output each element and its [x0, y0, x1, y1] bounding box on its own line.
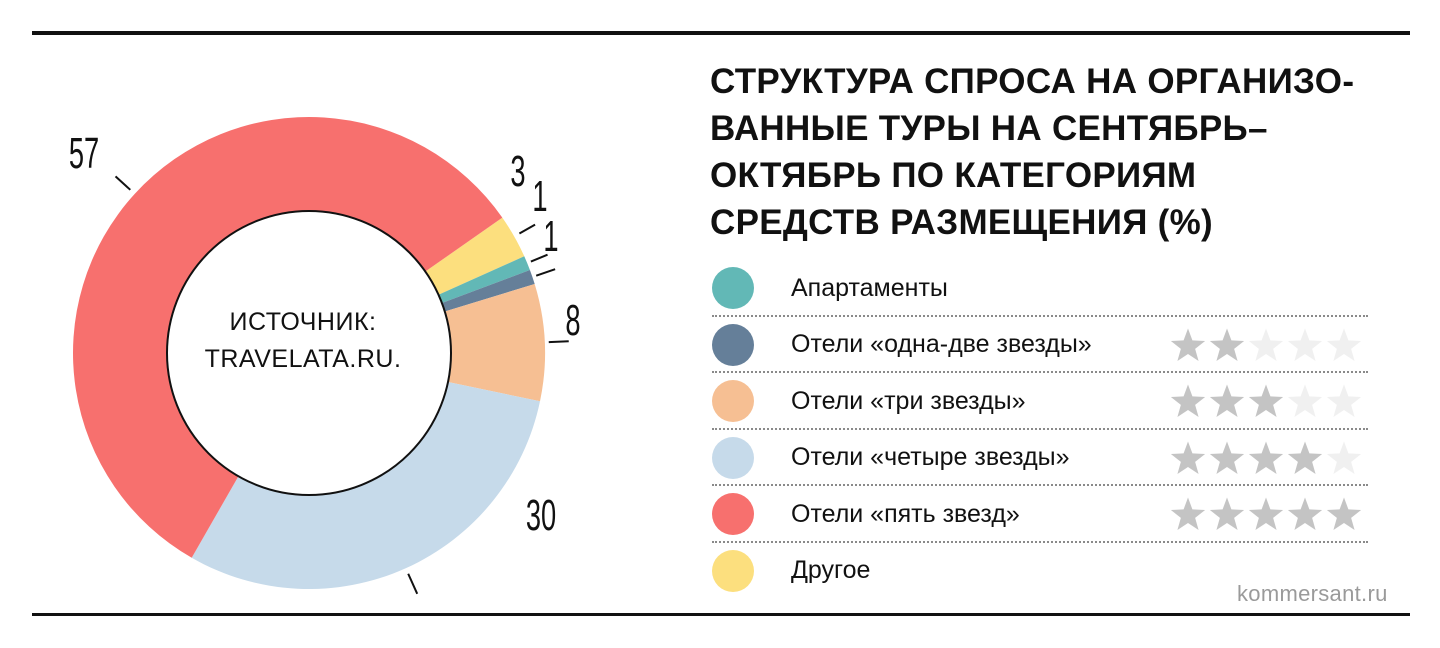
- star-empty-icon: [1287, 384, 1323, 418]
- star-filled-icon: [1170, 441, 1206, 474]
- legend-label: Отели «одна-две звезды»: [791, 330, 1092, 359]
- title-line: ОКТЯБРЬ ПО КАТЕГОРИЯМ: [710, 156, 1197, 195]
- legend-item: Отели «пять звезд»: [712, 486, 1368, 543]
- star-empty-icon: [1287, 328, 1323, 361]
- title-line: СРЕДСТВ РАЗМЕЩЕНИЯ (%): [710, 203, 1214, 242]
- star-filled-icon: [1248, 384, 1284, 418]
- legend-label: Другое: [791, 556, 871, 585]
- star-filled-icon: [1209, 328, 1245, 361]
- slice-value-label: 1: [543, 211, 558, 260]
- star-rating: [1170, 327, 1362, 363]
- star-empty-icon: [1248, 328, 1284, 361]
- star-empty-icon: [1326, 441, 1362, 474]
- slice-value-label: 3: [510, 146, 525, 195]
- star-filled-icon: [1170, 384, 1206, 418]
- star-filled-icon: [1287, 497, 1323, 531]
- legend-item: Апартаменты: [712, 260, 1368, 317]
- leader-line: [518, 223, 536, 235]
- legend-swatch: [712, 493, 754, 536]
- star-rating: [1170, 496, 1362, 532]
- legend-swatch: [712, 436, 754, 479]
- legend-label: Отели «три звезды»: [791, 386, 1026, 415]
- chart-title: СТРУКТУРА СПРОСА НА ОРГАНИЗО- ВАННЫЕ ТУР…: [710, 58, 1390, 246]
- star-empty-icon: [1326, 328, 1362, 361]
- star-empty-icon: [1326, 384, 1362, 418]
- leader-line: [548, 340, 569, 344]
- slice-value-label: 57: [69, 128, 99, 177]
- slice-value-label: 8: [565, 295, 580, 344]
- leader-line: [535, 268, 556, 277]
- legend-label: Отели «пять звезд»: [791, 499, 1020, 528]
- leader-line: [530, 253, 548, 263]
- donut-slice: [441, 269, 535, 312]
- star-filled-icon: [1326, 497, 1362, 531]
- star-filled-icon: [1209, 384, 1245, 418]
- star-filled-icon: [1209, 497, 1245, 531]
- legend: Апартаменты Отели «одна-две звезды» Отели …: [712, 260, 1368, 599]
- slice-value-label: 1: [532, 171, 547, 220]
- legend-item: Отели «одна-две звезды»: [712, 317, 1368, 374]
- donut-slice: [73, 117, 503, 558]
- legend-label: Апартаменты: [791, 273, 948, 302]
- star-filled-icon: [1170, 497, 1206, 531]
- donut-slices: [73, 117, 545, 589]
- donut-slice: [425, 217, 525, 295]
- slice-value-label: 30: [526, 490, 556, 539]
- leader-line: [407, 573, 419, 595]
- center-circle: [166, 210, 452, 496]
- legend-item: Отели «четыре звезды»: [712, 430, 1368, 487]
- bottom-rule: [32, 613, 1410, 616]
- donut-slice: [438, 256, 530, 304]
- legend-item: Другое: [712, 543, 1368, 600]
- donut-slice: [444, 284, 545, 402]
- star-rating: [1170, 383, 1362, 419]
- leader-lines: [114, 175, 569, 595]
- center-source-label: ИСТОЧНИК:: [230, 308, 377, 336]
- star-filled-icon: [1248, 497, 1284, 531]
- legend-label: Отели «четыре звезды»: [791, 443, 1070, 472]
- center-source-site: TRAVELATA.RU.: [205, 345, 402, 373]
- legend-swatch: [712, 380, 754, 423]
- top-rule: [32, 31, 1410, 35]
- star-filled-icon: [1209, 441, 1245, 474]
- legend-swatch: [712, 267, 754, 310]
- title-line: СТРУКТУРА СПРОСА НА ОРГАНИЗО-: [710, 62, 1355, 101]
- legend-swatch: [712, 323, 754, 366]
- star-filled-icon: [1248, 441, 1284, 474]
- legend-swatch: [712, 549, 754, 592]
- source-credit: kommersant.ru: [1237, 581, 1388, 606]
- star-rating: [1170, 440, 1362, 476]
- donut-slice: [191, 382, 541, 589]
- legend-item: Отели «три звезды»: [712, 373, 1368, 430]
- star-filled-icon: [1170, 328, 1206, 361]
- title-line: ВАННЫЕ ТУРЫ НА СЕНТЯБРЬ–: [710, 109, 1268, 148]
- star-filled-icon: [1287, 441, 1323, 474]
- leader-line: [114, 175, 131, 191]
